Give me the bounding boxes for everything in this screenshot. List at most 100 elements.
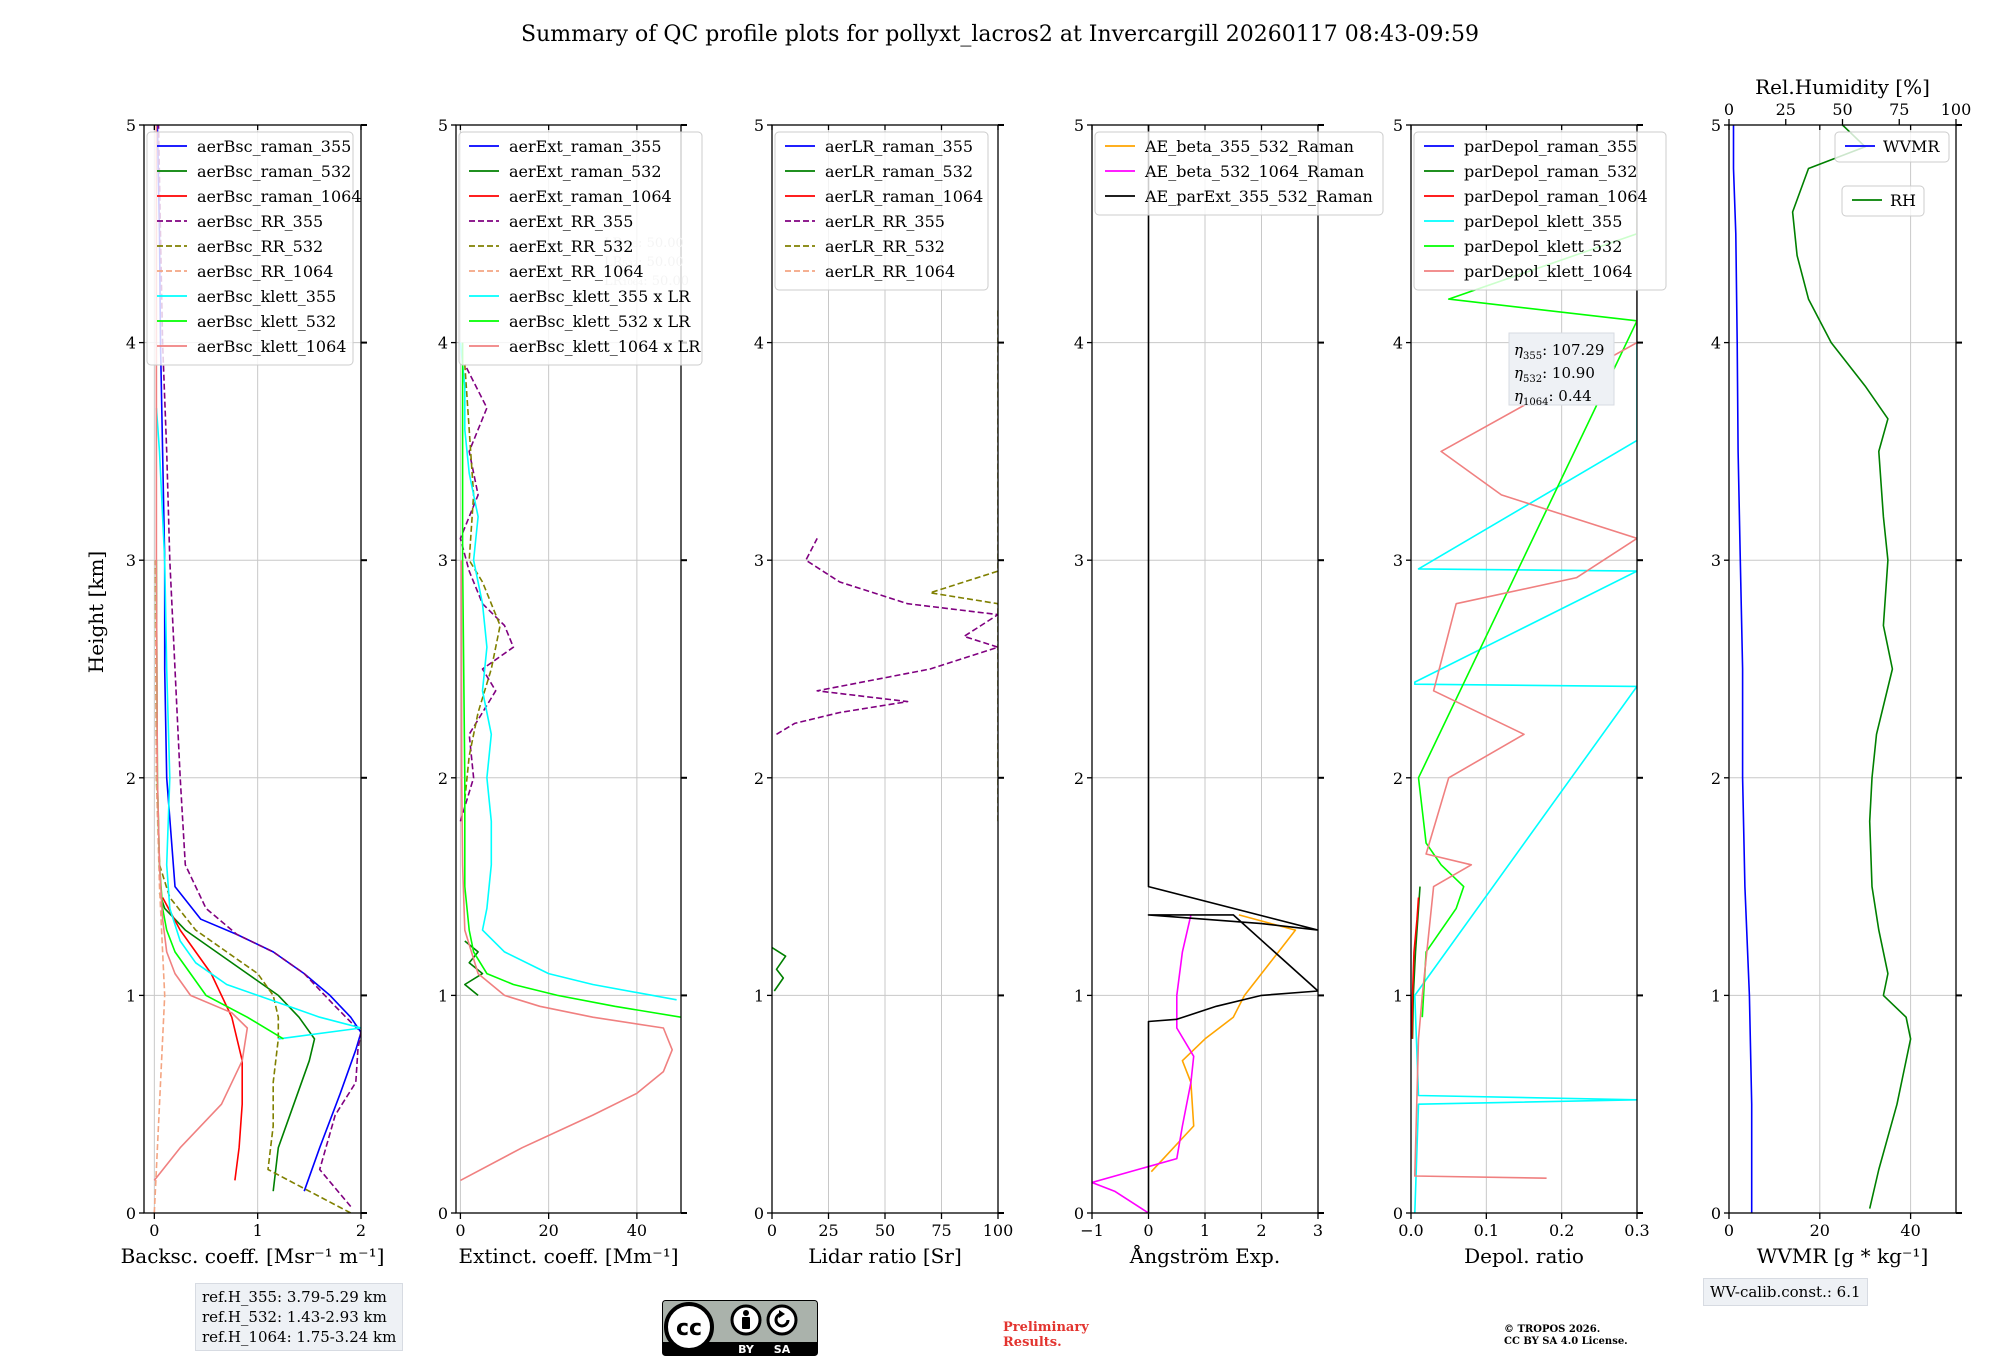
x-axis-label: Ångström Exp. xyxy=(1129,1243,1280,1268)
y-tick-label: 0 xyxy=(438,1204,448,1223)
y-tick-label: 4 xyxy=(754,334,764,353)
x-tick-label: 0 xyxy=(455,1221,465,1240)
axes-frame xyxy=(1410,124,1638,1214)
x-tick-label: 75 xyxy=(931,1221,951,1240)
series-line-aerLR-RR-532 xyxy=(929,310,998,822)
series-line-aerBsc-klett-1064-x-LR xyxy=(460,560,674,1182)
y-tick-label: 3 xyxy=(1393,551,1403,570)
series-group xyxy=(772,310,998,992)
x-tick-label: 0.2 xyxy=(1549,1221,1574,1240)
x-tick-label: 50 xyxy=(875,1221,895,1240)
legend-label: aerBsc_RR_1064 xyxy=(197,262,333,281)
reference-height-box: ref.H_355: 3.79-5.29 km ref.H_532: 1.43-… xyxy=(195,1283,404,1351)
y-tick-label: 5 xyxy=(1393,116,1403,135)
x-tick-label: 0 xyxy=(767,1221,777,1240)
series-line-parDepol-klett-1064 xyxy=(1414,135,1637,1179)
series-line-aerBsc-raman-1064 xyxy=(161,897,243,1181)
series-group xyxy=(1092,125,1318,1213)
series-group xyxy=(459,342,681,1182)
x-tick-label: 0 xyxy=(1143,1221,1153,1240)
legend-label: aerLR_raman_1064 xyxy=(825,187,983,206)
series-line-aerLR-raman-532 xyxy=(772,946,787,992)
x-axis-label: WVMR [g * kg⁻¹] xyxy=(1757,1244,1929,1268)
series-line-aerLR-RR-355 xyxy=(776,538,998,735)
legend-label: aerExt_RR_355 xyxy=(509,212,633,231)
y-tick-label: 1 xyxy=(1074,986,1084,1005)
series-line-aerBsc-RR-355 xyxy=(157,125,361,1208)
x-tick-label: 20 xyxy=(1810,1221,1830,1240)
axes-frame xyxy=(1728,124,1957,1214)
x2-tick-label: 75 xyxy=(1889,100,1909,119)
y-tick-label: 3 xyxy=(438,551,448,570)
legend-label: aerBsc_RR_355 xyxy=(197,212,323,231)
y-tick-label: 5 xyxy=(438,116,448,135)
y-tick-label: 0 xyxy=(754,1204,764,1223)
preliminary-line-2: Results. xyxy=(1003,1335,1062,1350)
y-axis-label: Height [km] xyxy=(84,551,108,673)
legend-label: parDepol_raman_1064 xyxy=(1464,187,1648,206)
x-tick-label: 0 xyxy=(1724,1221,1734,1240)
legend-label: parDepol_klett_532 xyxy=(1464,237,1622,256)
legend-label: aerLR_RR_355 xyxy=(825,212,945,231)
x-tick-label: −1 xyxy=(1080,1221,1104,1240)
x-tick-label: 20 xyxy=(538,1221,558,1240)
series-line-aerExt-RR-532 xyxy=(464,364,501,800)
legend-label: parDepol_raman_532 xyxy=(1464,162,1637,181)
series-line-aerBsc-RR-532 xyxy=(154,560,352,1213)
series-line-parDepol-klett-355 xyxy=(1414,146,1637,1213)
legend: aerExt_raman_355 aerExt_raman_532 aerExt_r… xyxy=(458,131,703,366)
y-tick-label: 0 xyxy=(126,1204,136,1223)
y-tick-label: 2 xyxy=(438,769,448,788)
y-tick-label: 4 xyxy=(1074,334,1084,353)
series-line-RH xyxy=(1791,125,1912,1209)
legend-label: RH xyxy=(1890,191,1916,210)
y-tick-label: 1 xyxy=(438,986,448,1005)
series-group xyxy=(1411,135,1637,1213)
series-line-parDepol-raman-1064 xyxy=(1411,897,1420,1039)
y-tick-label: 5 xyxy=(754,116,764,135)
copyright-line-1: © TROPOS 2026. xyxy=(1504,1324,1601,1335)
legend-rh: RH xyxy=(1841,185,1925,217)
ref-height-1064: ref.H_1064: 1.75-3.24 km xyxy=(202,1328,397,1346)
x-tick-label: 25 xyxy=(818,1221,838,1240)
y-tick-label: 4 xyxy=(438,334,448,353)
y-tick-label: 4 xyxy=(1393,334,1403,353)
legend-label: aerBsc_klett_532 xyxy=(197,312,336,331)
sa-label: SA xyxy=(774,1343,791,1356)
series-line-WVMR xyxy=(1732,125,1753,1213)
y-tick-label: 2 xyxy=(1711,769,1721,788)
y-tick-label: 4 xyxy=(126,334,136,353)
legend-label: aerBsc_raman_355 xyxy=(197,137,351,156)
x2-tick-label: 50 xyxy=(1832,100,1852,119)
eta-value-1064: η1064: 0.44 xyxy=(1514,387,1592,408)
ref-height-532: ref.H_532: 1.43-2.93 km xyxy=(202,1308,387,1326)
axes-frame xyxy=(143,124,362,1214)
x-tick-label: 0.0 xyxy=(1398,1221,1423,1240)
legend-label: aerLR_raman_532 xyxy=(825,162,973,181)
y-tick-label: 5 xyxy=(126,116,136,135)
x-tick-label: 2 xyxy=(356,1221,366,1240)
y-tick-label: 5 xyxy=(1711,116,1721,135)
legend-label: aerBsc_klett_1064 xyxy=(197,337,346,356)
legend-label: aerExt_raman_532 xyxy=(509,162,662,181)
cc-license-badge: cc BY SA xyxy=(662,1300,818,1356)
legend-label: aerBsc_klett_355 xyxy=(197,287,336,306)
panel-depol: 0.0 0.1 0.2 0.3 0 1 2 3 4 5 Depol. ratio parDepol_r… xyxy=(1393,116,1667,1268)
cc-text: cc xyxy=(676,1316,702,1341)
preliminary-note: Preliminary Results. xyxy=(1003,1320,1089,1350)
x-axis-label: Backsc. coeff. [Msr⁻¹ m⁻¹] xyxy=(121,1244,385,1268)
legend-label: parDepol_raman_355 xyxy=(1464,137,1637,156)
y-tick-label: 5 xyxy=(1074,116,1084,135)
x-tick-label: 0 xyxy=(149,1221,159,1240)
x-tick-label: 3 xyxy=(1313,1221,1323,1240)
x-tick-label: 1 xyxy=(253,1221,263,1240)
series-line-AE-beta-355-532-Raman xyxy=(1150,914,1297,1173)
series-line-aerBsc-klett-532 xyxy=(155,560,284,1040)
eta-value-355: η355: 107.29 xyxy=(1514,341,1604,362)
copyright-line-2: CC BY SA 4.0 License. xyxy=(1504,1336,1628,1347)
eta-value-532: η532: 10.90 xyxy=(1514,364,1595,385)
